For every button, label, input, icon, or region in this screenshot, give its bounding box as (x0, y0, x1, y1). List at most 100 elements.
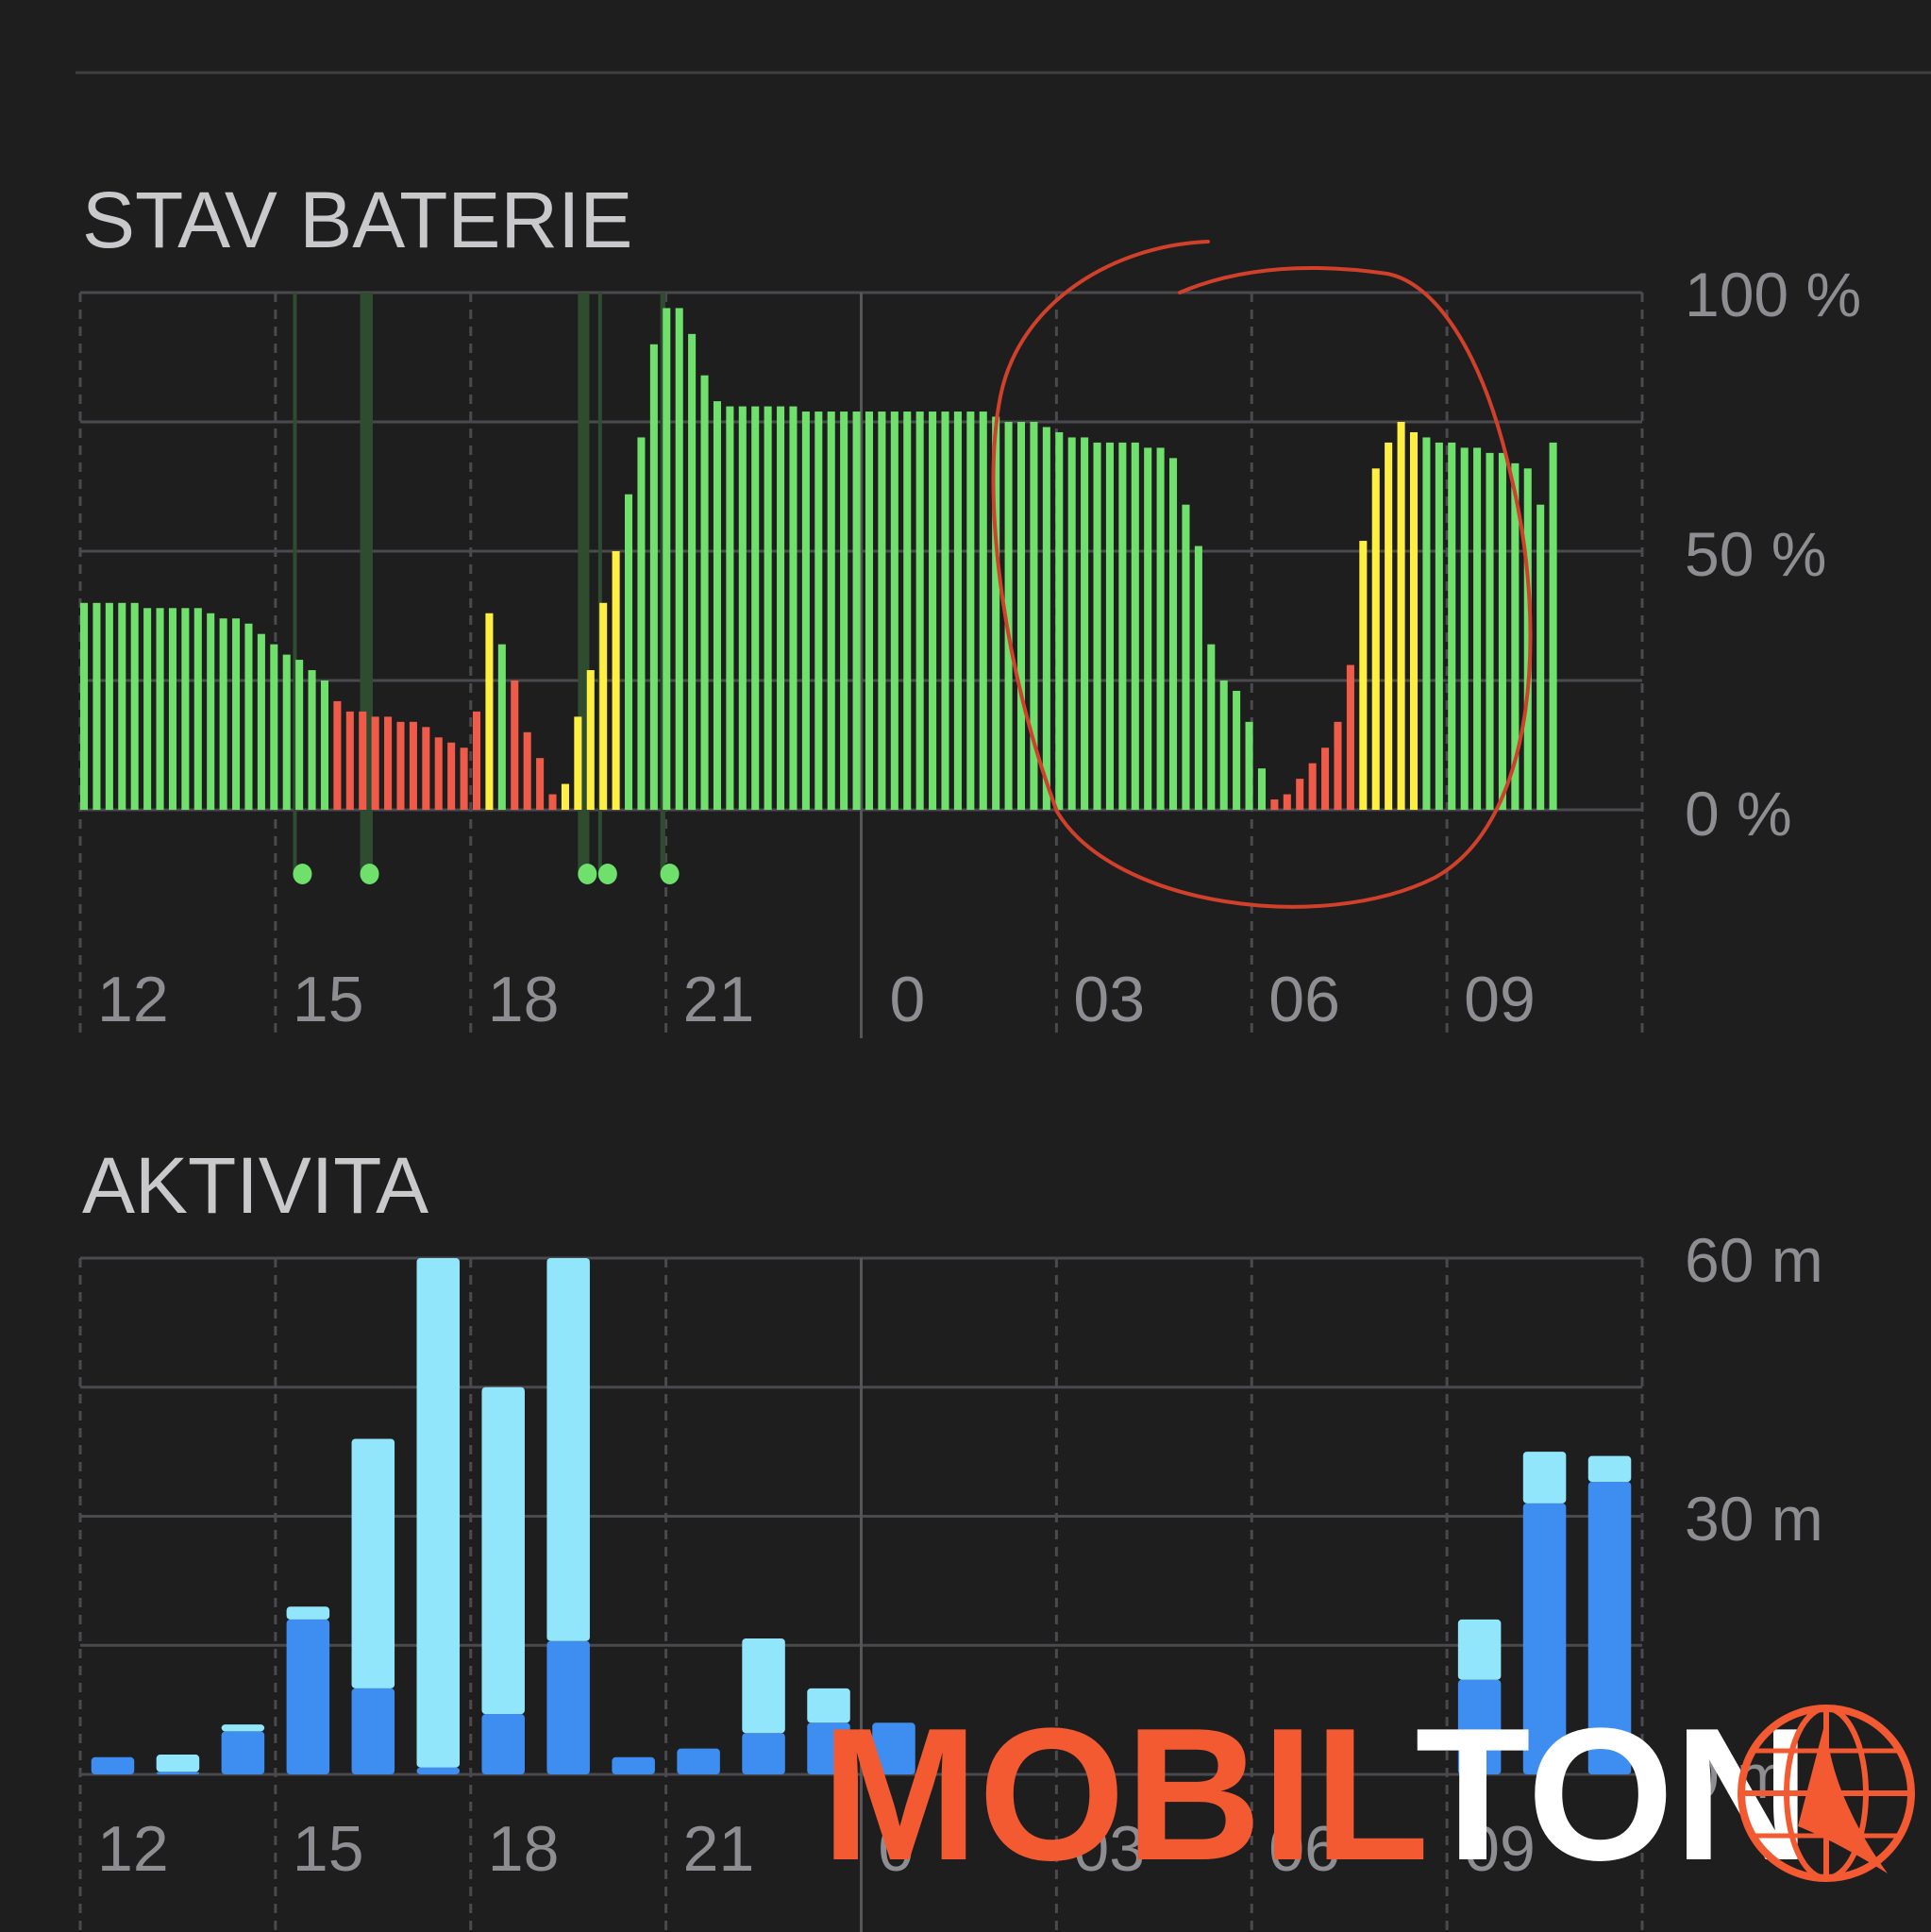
battery-bar (1283, 794, 1291, 810)
battery-bar (295, 660, 304, 810)
activity-bar-screen-off (156, 1772, 200, 1774)
battery-bar (1207, 644, 1216, 810)
battery-bar (333, 700, 342, 810)
battery-bar (726, 406, 734, 810)
battery-bar (1042, 427, 1050, 810)
battery-bar (561, 783, 569, 810)
activity-bar-screen-off (416, 1767, 461, 1774)
battery-bar (1536, 504, 1545, 810)
battery-bar (1067, 437, 1076, 810)
battery-bar (586, 670, 595, 810)
activity-bar-screen-off (286, 1619, 330, 1774)
charging-indicator (293, 864, 312, 884)
battery-bar (574, 716, 582, 810)
battery-bar (1118, 442, 1127, 810)
battery-bar (1523, 468, 1532, 810)
battery-bar (789, 406, 798, 810)
battery-bar (80, 602, 89, 810)
battery-bar (434, 737, 443, 810)
battery-bar (929, 412, 937, 810)
battery-x-tick-label: 15 (293, 964, 364, 1035)
battery-bar (548, 794, 557, 810)
battery-bar (801, 412, 810, 810)
activity-bars (91, 1258, 1632, 1774)
battery-bar (1448, 442, 1456, 810)
activity-bar-screen-off (546, 1640, 590, 1774)
battery-bar (1257, 768, 1266, 810)
battery-bar (1144, 447, 1152, 810)
battery-bar (612, 551, 620, 810)
battery-bar (409, 721, 417, 810)
battery-bar (751, 406, 760, 810)
battery-bar (485, 613, 494, 810)
battery-y-tick-label: 100 % (1685, 260, 1861, 329)
activity-section-title: AKTIVITA (82, 1141, 428, 1230)
battery-bar (1105, 442, 1114, 810)
activity-x-tick-label: 12 (97, 1813, 169, 1885)
battery-bar (1194, 546, 1202, 810)
battery-bar (1233, 690, 1241, 810)
battery-bar (1055, 431, 1064, 810)
battery-bar (207, 613, 215, 810)
battery-bar (130, 602, 139, 810)
battery-bar (497, 644, 506, 810)
battery-bar (345, 711, 354, 810)
battery-bar (764, 406, 772, 810)
charging-band (293, 293, 297, 878)
battery-bar (688, 333, 697, 810)
annotation-circle (991, 240, 1533, 909)
battery-bar (1385, 442, 1393, 810)
battery-bar (308, 670, 316, 810)
battery-bar (219, 618, 227, 810)
activity-x-tick-label: 18 (488, 1813, 560, 1885)
activity-x-ticks: 12 15 18 21 0 03 06 09 (97, 1813, 1536, 1885)
battery-bar (1081, 437, 1089, 810)
activity-bar-screen-off (612, 1756, 655, 1774)
activity-x-tick-label: 15 (293, 1813, 364, 1885)
charging-bands (293, 293, 680, 884)
battery-x-tick-label: 09 (1464, 964, 1536, 1035)
battery-bar (865, 412, 874, 810)
battery-bar (1359, 541, 1368, 810)
battery-bar (320, 680, 329, 810)
battery-y-tick-label: 50 % (1685, 519, 1826, 589)
battery-bar (1219, 680, 1228, 810)
battery-bar (738, 406, 747, 810)
battery-bar (1422, 437, 1431, 810)
battery-bar (814, 412, 823, 810)
activity-y-tick-label: 60 m (1685, 1225, 1823, 1295)
activity-bar-screen-off (807, 1722, 850, 1774)
battery-bar (523, 731, 531, 810)
activity-bar-screen-on (1522, 1452, 1567, 1504)
battery-section-title: STAV BATERIE (82, 176, 632, 264)
battery-bar (422, 727, 430, 810)
battery-bar (447, 742, 456, 810)
battery-bar (1460, 447, 1469, 810)
activity-bar-screen-on (286, 1606, 330, 1620)
battery-x-tick-label: 21 (683, 964, 755, 1035)
battery-bar (625, 494, 633, 810)
battery-bar (675, 308, 683, 810)
battery-bar (1016, 422, 1026, 810)
battery-bar (966, 412, 975, 810)
activity-x-tick-label: 0 (879, 1813, 915, 1885)
battery-bar (232, 618, 241, 810)
battery-bar (1397, 422, 1405, 810)
watermark-brand: MOBILTON (821, 1689, 1810, 1900)
battery-bar (118, 602, 126, 810)
charging-indicator (360, 864, 379, 884)
battery-bar (840, 412, 848, 810)
battery-bar (1030, 422, 1038, 810)
battery-bar (941, 412, 949, 810)
battery-bar (1435, 442, 1443, 810)
battery-bar (1371, 468, 1380, 810)
battery-bar (396, 721, 405, 810)
activity-bar-screen-on (1457, 1619, 1502, 1680)
activity-bar-screen-on (416, 1258, 461, 1768)
battery-bar (270, 644, 278, 810)
battery-bar (852, 412, 861, 810)
battery-bar (536, 758, 545, 810)
battery-bar (915, 412, 924, 810)
battery-bar (1270, 799, 1279, 810)
globe-speech-bubble-icon (1738, 1705, 1915, 1882)
